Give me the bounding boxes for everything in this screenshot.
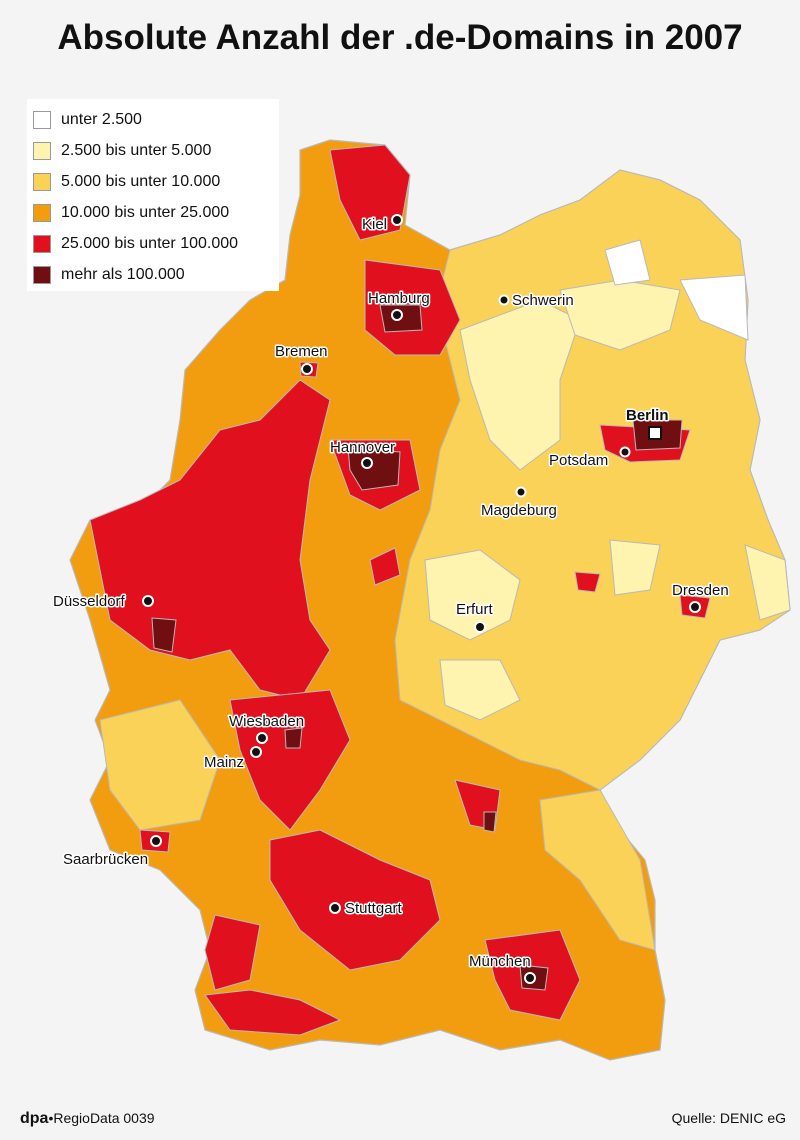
legend-swatch [33,203,51,222]
city-label: Bremen [275,343,328,360]
city-label: Erfurt [456,601,494,618]
legend-item: 25.000 bis unter 100.000 [33,228,273,259]
city-bremen: Bremen [274,342,329,375]
region-west-yellow [99,699,221,831]
legend-item: mehr als 100.000 [33,259,273,290]
footer-credit: dpa•RegioData 0039 [20,1110,155,1128]
city-label: München [469,953,531,970]
city-berlin: Berlin [625,406,670,440]
legend-item: unter 2.500 [33,104,273,135]
city-hannover: Hannover [329,438,397,469]
region-red-baden [204,914,261,991]
region-darkred-frankfurt [284,727,303,749]
dpa-logo: dpa [20,1110,49,1127]
legend-label: mehr als 100.000 [61,265,185,283]
region-red-schleswig [329,144,411,241]
city-label: Stuttgart [345,900,403,917]
legend-item: 5.000 bis unter 10.000 [33,166,273,197]
city-label: Schwerin [512,292,574,309]
city-mainz: Mainz [203,746,262,773]
city-label: Berlin [626,407,669,424]
region-red-bw [269,829,441,971]
city-label: Magdeburg [481,502,557,519]
city-saarbruecken: Saarbrücken [62,835,162,870]
city-label: Hamburg [368,290,430,307]
city-wiesbaden: Wiesbaden [228,712,306,744]
dot-icon: • [48,1110,54,1126]
legend-swatch [33,265,51,284]
series-label: RegioData 0039 [53,1110,155,1126]
city-kiel: Kiel [361,214,403,235]
region-pale-north [459,299,581,471]
legend-swatch [33,110,51,129]
region-darkred-nuremberg [483,811,497,833]
legend-item: 2.500 bis unter 5.000 [33,135,273,166]
region-red-nrw [89,379,331,701]
region-white-2 [679,274,749,341]
legend-label: 25.000 bis unter 100.000 [61,234,239,252]
legend: unter 2.500 2.500 bis unter 5.000 5.000 … [27,99,279,291]
region-red-bodensee [204,989,342,1036]
region-pale-thuringia [424,549,521,641]
legend-item: 10.000 bis unter 25.000 [33,197,273,228]
city-label: Saarbrücken [63,851,148,868]
region-darkred-duesseldorf [151,617,177,653]
city-label: Mainz [204,754,244,771]
city-duesseldorf: Düsseldorf [52,592,154,612]
city-hamburg: Hamburg [367,289,431,321]
city-label: Hannover [330,439,395,456]
legend-label: 2.500 bis unter 5.000 [61,141,212,159]
legend-label: 5.000 bis unter 10.000 [61,172,221,190]
source-label: Quelle: DENIC eG [671,1110,786,1126]
region-bavaria-yellow [539,789,656,951]
region-darkred-hannover [347,447,401,491]
city-magdeburg: Magdeburg [480,486,558,521]
region-pale-east-edge [744,544,791,621]
region-pale-saxony [609,539,661,596]
city-label: Wiesbaden [229,713,304,730]
city-dresden: Dresden [671,581,730,613]
city-potsdam: Potsdam [548,446,631,471]
city-stuttgart: Stuttgart [329,899,404,919]
region-red-kassel [369,547,401,586]
city-muenchen: München [468,952,536,984]
region-red-hessen [229,689,351,831]
region-red-sachsen [574,571,601,593]
legend-swatch [33,234,51,253]
city-erfurt: Erfurt [455,600,495,633]
region-pale-south-thuringia [439,659,521,721]
city-label: Dresden [672,582,729,599]
city-label: Potsdam [549,452,608,469]
region-white-1 [604,239,651,286]
legend-label: unter 2.500 [61,110,142,128]
city-label: Kiel [362,216,387,233]
page-title: Absolute Anzahl der .de-Domains in 2007 [57,18,743,57]
city-schwerin: Schwerin [498,291,575,311]
legend-swatch [33,172,51,191]
legend-swatch [33,141,51,160]
legend-label: 10.000 bis unter 25.000 [61,203,230,221]
city-label: Düsseldorf [53,593,126,610]
